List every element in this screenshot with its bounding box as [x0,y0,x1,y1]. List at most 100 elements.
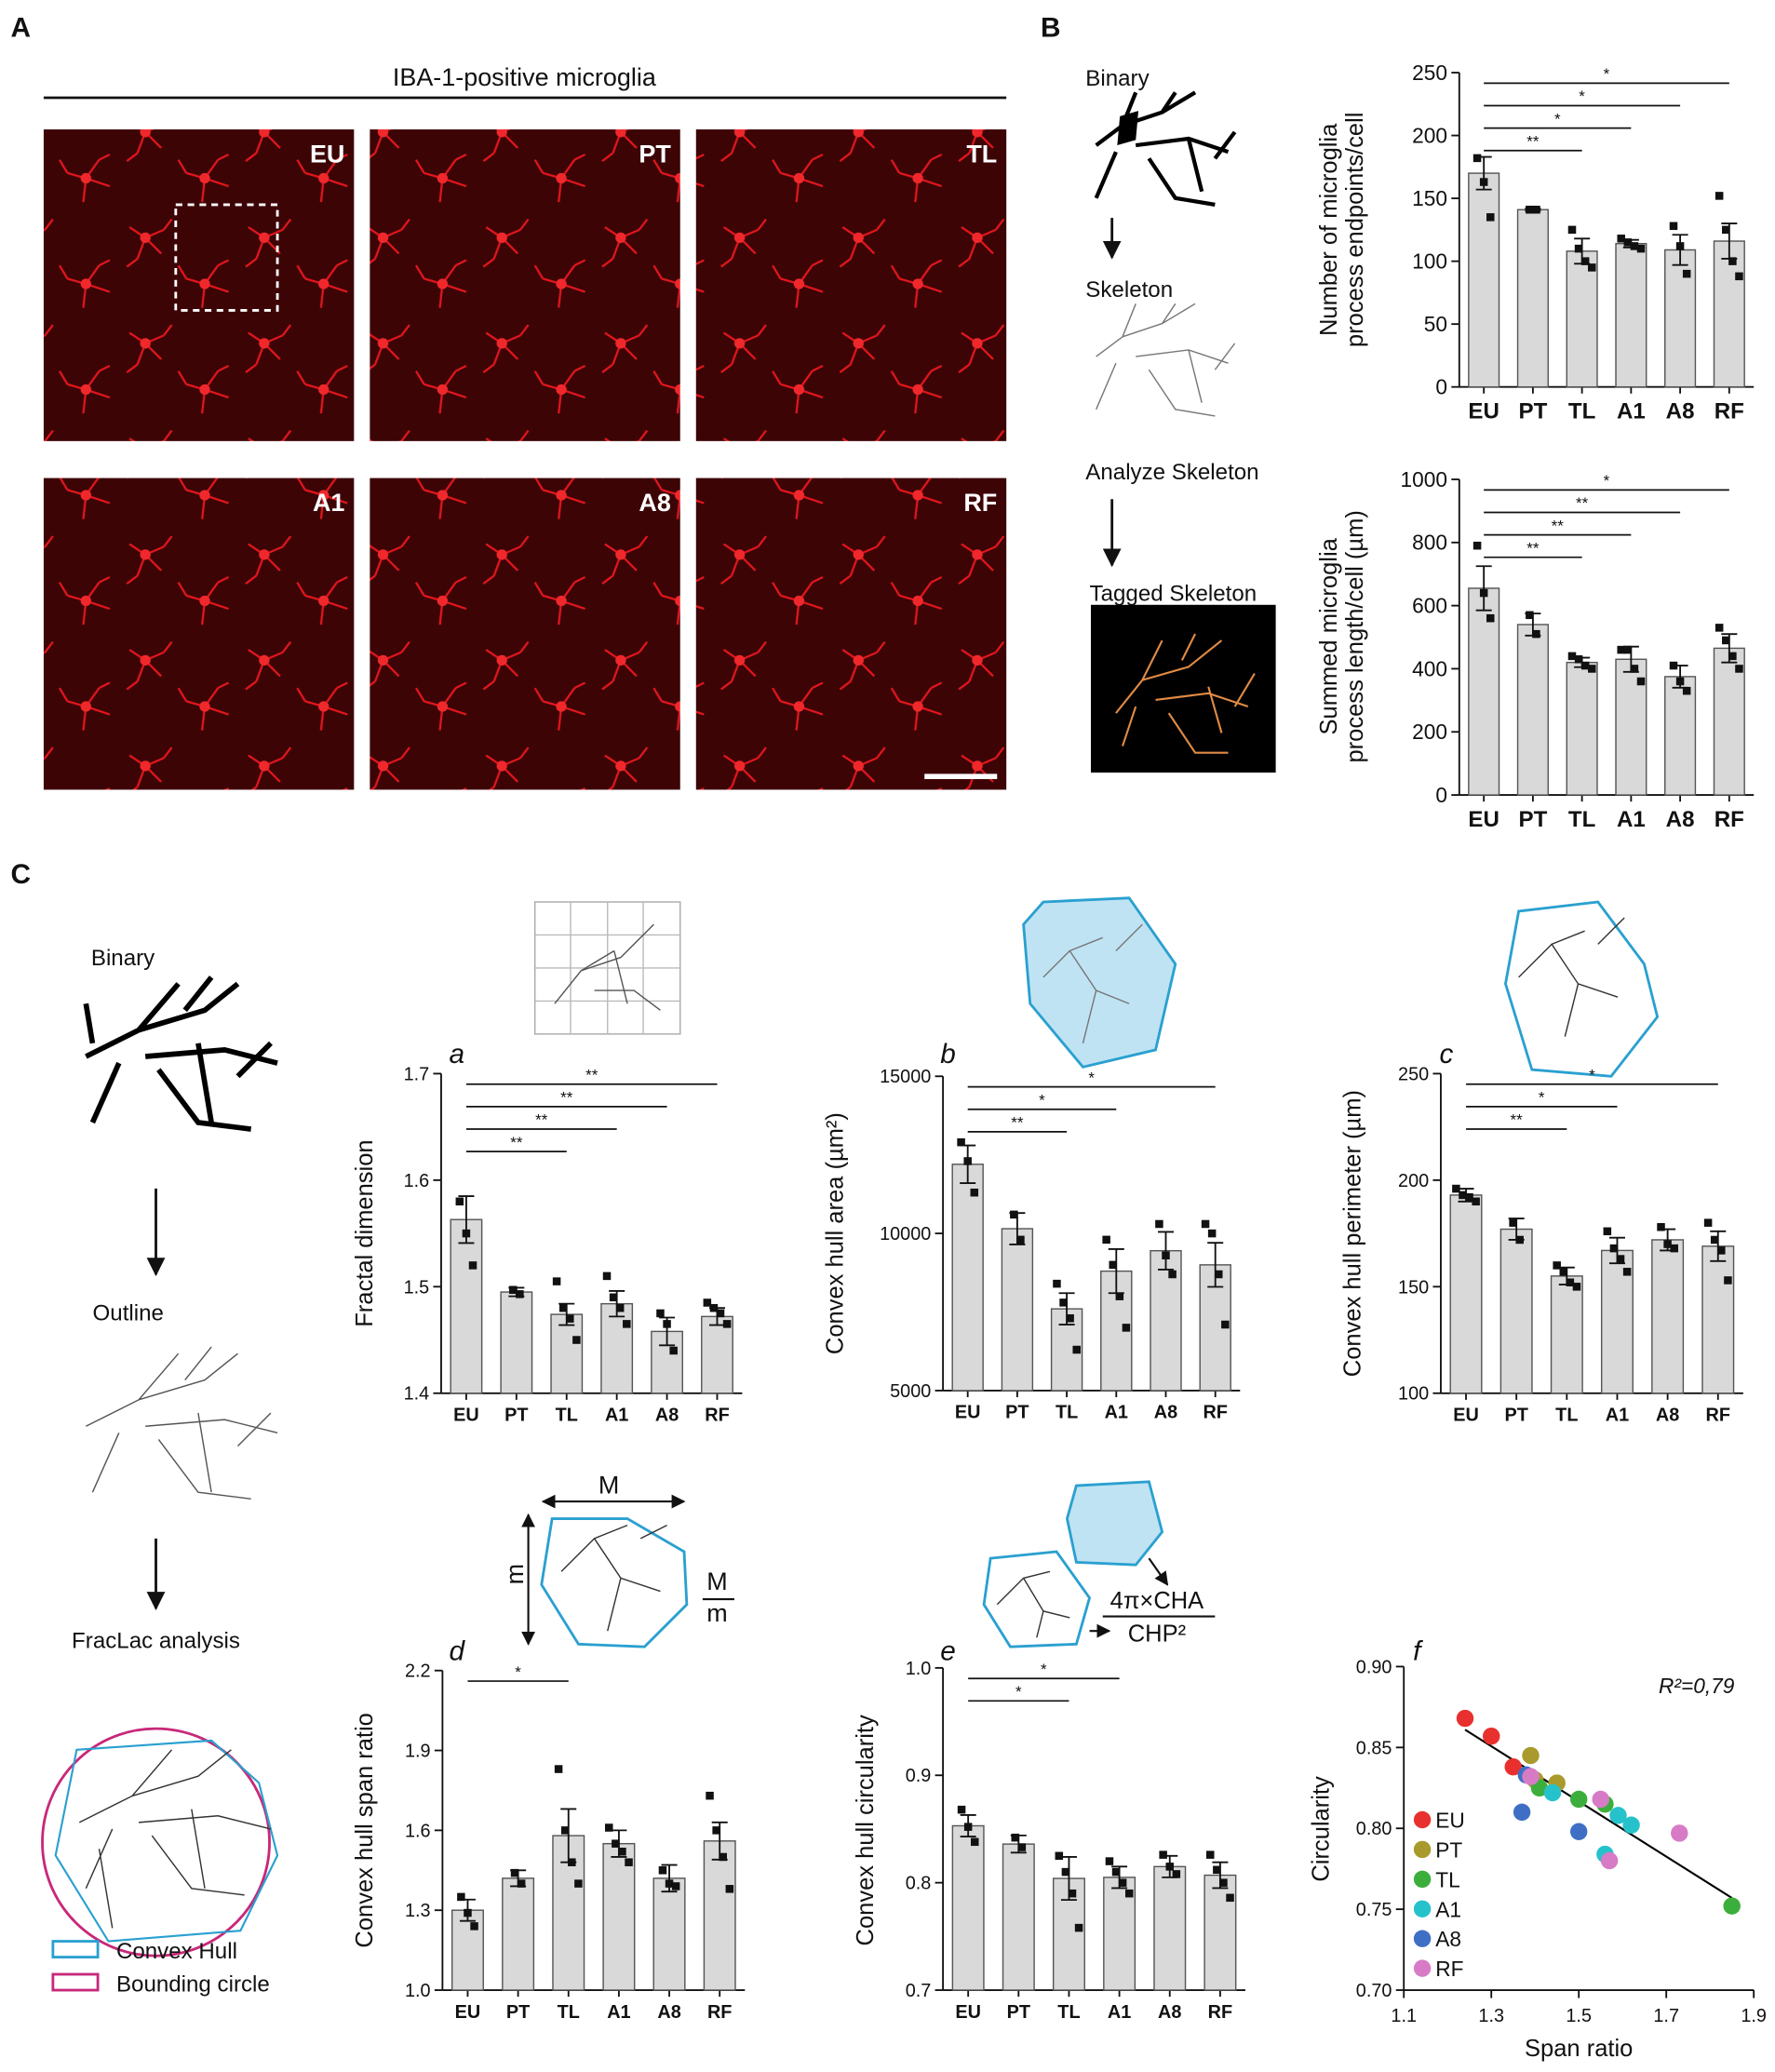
data-point [1061,1867,1070,1877]
y-tick-label: 1000 [1401,467,1447,491]
y-axis-label: Convex hull circularity [853,1715,879,1945]
data-point [1068,1889,1077,1898]
x-tick-label: A8 [1666,807,1695,832]
significance-label: ** [560,1089,573,1107]
x-tick-label: TL [1555,1406,1578,1426]
data-point [1675,242,1685,250]
data-point [1532,205,1540,214]
data-point [1609,1244,1619,1253]
inset-box [174,203,279,312]
error-bar [1475,565,1492,612]
bar [1664,676,1697,796]
outline-cell [86,1346,278,1500]
y-tick-label: 5000 [890,1381,931,1402]
bar [1499,1228,1533,1394]
data-point [1543,1783,1562,1802]
bar [701,1315,733,1394]
convex-hull-icon [1022,896,1177,1069]
data-point [1172,1870,1181,1878]
y-tick-label: 150 [1412,186,1447,210]
data-point [671,1882,680,1890]
data-point [1617,235,1625,243]
significance-label: * [515,1663,521,1681]
bar [951,1824,985,1991]
x-tick-label: RF [707,2002,732,2023]
trend-line [1464,1729,1733,1899]
significance-label: * [1604,472,1610,490]
data-point [1066,1314,1074,1323]
data-point [1567,652,1577,661]
bar [1516,624,1549,796]
formula-denominator: CHP² [1128,1621,1187,1647]
y-tick-label: 1.0 [405,1981,431,2001]
data-point [1669,222,1678,231]
data-point [455,1197,464,1206]
data-point [1559,1268,1568,1276]
data-point [1074,1923,1083,1932]
bar [1204,1874,1237,1991]
panel-a-title: IBA-1-positive microglia [393,63,656,91]
micrograph [43,129,355,441]
data-point [709,1303,719,1312]
y-tick-label: 0.90 [1356,1657,1392,1677]
data-point [1703,1218,1713,1227]
x-tick-label: TL [1568,399,1595,424]
data-point [1509,1218,1517,1227]
x-tick-label: A1 [1105,1403,1128,1423]
data-point [1213,1865,1221,1875]
data-point [1622,1816,1640,1834]
data-point [1226,1893,1234,1903]
data-point [1722,225,1730,235]
y-tick-label: 200 [1398,1171,1429,1191]
data-point [1105,1857,1114,1865]
y-tick-label: 0.85 [1356,1738,1392,1758]
data-point [1526,205,1534,214]
x-axis-label: Span ratio [1525,2036,1633,2062]
data-point [1580,257,1590,265]
cell-icon [996,1570,1070,1638]
legend-label: Bounding circle [116,1971,270,1997]
x-tick-label: A8 [655,1406,679,1426]
data-point [1670,1244,1678,1253]
data-point [602,1271,612,1281]
significance-label: * [1088,1069,1095,1086]
x-tick-label: A1 [607,2002,630,2023]
data-point [1055,1851,1064,1861]
data-point [1102,1235,1110,1245]
binary-cell [1094,90,1237,208]
y-tick-label: 2.2 [405,1662,431,1682]
y-tick-label: 15000 [880,1067,931,1087]
data-point [1155,1219,1163,1229]
y-tick-label: 1.6 [405,1821,431,1841]
data-point [1671,1824,1688,1842]
data-point [574,1879,583,1888]
data-point [516,1290,524,1298]
data-point [1479,588,1488,598]
data-point [963,1823,973,1831]
bar [502,1877,535,1991]
data-point [1118,1878,1127,1887]
x-tick-label: PT [1504,1406,1527,1426]
bar [500,1291,533,1394]
cell-icon [1518,917,1625,1037]
data-point [970,1188,979,1197]
data-point [1465,1192,1473,1202]
x-tick-label: A8 [1666,399,1695,424]
chart-title: e [940,1635,956,1666]
legend-swatch [51,1940,100,1958]
y-tick-label: 0.7 [906,1981,932,2001]
data-point [1622,1268,1632,1276]
y-tick-label: 10000 [880,1224,931,1245]
data-point [1572,1283,1581,1291]
bar [1002,1843,1035,1991]
step-label: Skeleton [1085,277,1173,303]
data-point [1567,225,1577,235]
image-label: PT [639,141,671,168]
error-bar [1157,1231,1175,1271]
data-point [1513,1803,1531,1822]
data-point [1522,1746,1540,1765]
data-point [1111,1867,1121,1877]
data-point [706,1791,714,1800]
